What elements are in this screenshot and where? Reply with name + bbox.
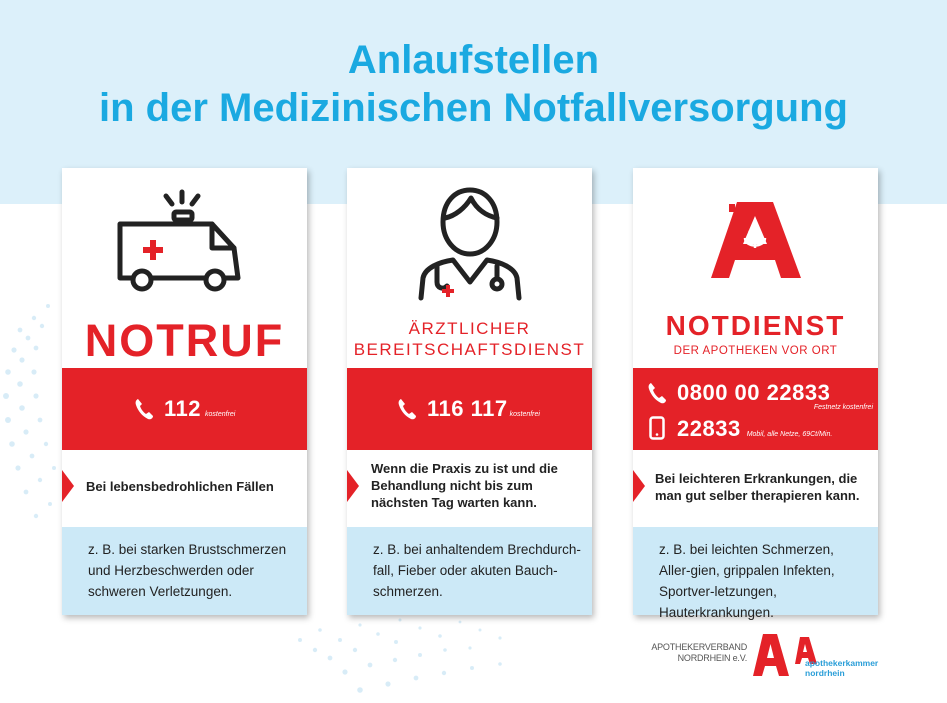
card-apotheken-notdienst: NOTDIENST DER APOTHEKEN VOR ORT 0800 00 … [633,168,878,620]
page-title: Anlaufstellen in der Medizinischen Notfa… [0,36,947,132]
title-line-2: in der Medizinischen Notfallversorgung [99,86,848,130]
apothekerkammer-logo-text: apothekerkammer nordrhein [805,658,878,678]
apothekerverband-logo-text: APOTHEKERVERBAND NORDRHEIN e.V. [627,642,747,664]
title-line-1: Anlaufstellen [347,38,600,82]
card-title-line-1: ÄRZTLICHER [408,319,531,338]
card-bereitschaftsdienst: ÄRZTLICHER BEREITSCHAFTSDIENST 116 117 k… [347,168,592,615]
footer-logos: APOTHEKERVERBAND NORDRHEIN e.V. apotheke… [615,628,915,698]
mobile-number: 22833 [677,416,741,441]
logo2-line-1: apothekerkammer [805,658,879,668]
examples-block: z. B. bei leichten Schmerzen, Aller-gien… [633,527,878,620]
phone-number: 116 117 [427,396,508,421]
red-arrow-marker [633,470,645,502]
when-text: Bei leichteren Erkrankungen, die man gut… [655,471,860,503]
phone-line-landline[interactable]: 0800 00 22833 [647,378,830,406]
examples-text: z. B. bei anhaltendem Brechdurch-fall, F… [373,542,581,599]
phone-line[interactable]: 112 kostenfrei [134,394,235,422]
phone-icon [648,383,666,404]
card-notruf: NOTRUF 112 kostenfrei Bei lebensbedrohli… [62,168,307,615]
logo1-line-1: APOTHEKERVERBAND [651,642,747,652]
when-text: Wenn die Praxis zu ist und die Behandlun… [371,461,558,510]
when-block: Bei lebensbedrohlichen Fällen [62,450,307,527]
ambulance-icon [62,182,307,302]
phone-icon [398,399,416,420]
phone-note: kostenfrei [509,411,540,418]
red-arrow-marker [347,470,359,502]
pharmacy-a-icon [633,182,878,302]
apothekerverband-a-logo-icon [753,634,789,676]
card-title: NOTRUF [84,315,285,366]
phone-number: 112 [164,396,201,421]
card-subtitle: DER APOTHEKEN VOR ORT [673,345,838,357]
phone-note: Festnetz kostenfrei [813,404,873,411]
phone-line[interactable]: 116 117 kostenfrei [397,394,540,422]
phone-line-mobile[interactable]: 22833 Mobil, alle Netze, 69Ct/Min. [649,412,832,442]
card-title: ÄRZTLICHER BEREITSCHAFTSDIENST [347,318,592,360]
red-arrow-marker [62,470,74,502]
mobile-phone-icon [649,416,665,440]
examples-text: z. B. bei leichten Schmerzen, Aller-gien… [659,542,835,620]
card-title: NOTDIENST [665,310,846,341]
card-title-line-2: BEREITSCHAFTSDIENST [353,340,586,359]
mobile-note: Mobil, alle Netze, 69Ct/Min. [746,431,833,438]
when-block: Wenn die Praxis zu ist und die Behandlun… [347,450,592,527]
doctor-icon [347,182,592,302]
phone-number: 0800 00 22833 [677,380,831,405]
when-block: Bei leichteren Erkrankungen, die man gut… [633,450,878,527]
examples-text: z. B. bei starken Brustschmerzen und Her… [88,542,287,599]
logo1-line-2: NORDRHEIN e.V. [677,653,748,663]
phone-band: 112 kostenfrei [62,368,307,450]
phone-band: 0800 00 22833 Festnetz kostenfrei 22833 … [633,368,878,450]
examples-block: z. B. bei starken Brustschmerzen und Her… [62,527,307,615]
examples-block: z. B. bei anhaltendem Brechdurch-fall, F… [347,527,592,615]
apothekerkammer-logo-icon [795,637,817,664]
logo2-line-2: nordrhein [805,668,845,678]
phone-icon [135,399,153,420]
phone-band: 116 117 kostenfrei [347,368,592,450]
phone-note: kostenfrei [205,411,236,418]
when-text: Bei lebensbedrohlichen Fällen [86,479,274,494]
